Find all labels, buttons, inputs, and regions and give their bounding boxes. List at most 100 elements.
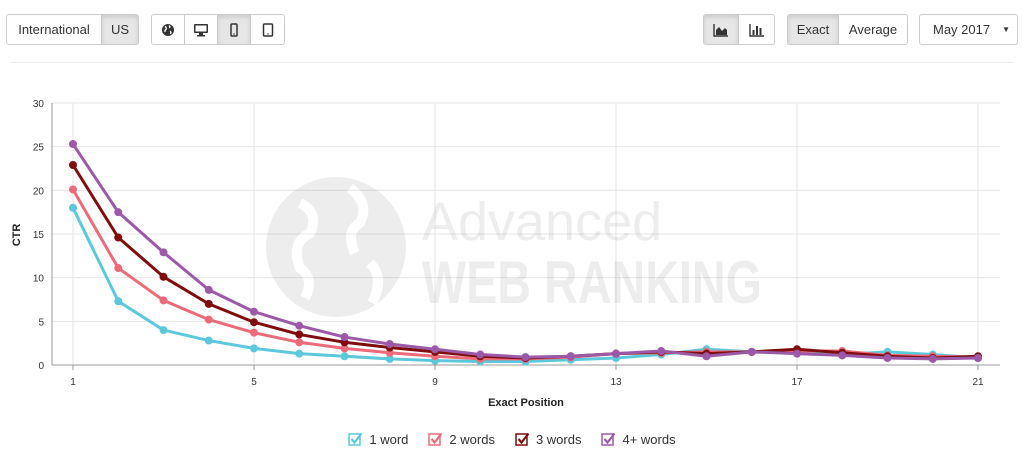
us-button[interactable]: US (102, 15, 138, 44)
data-point[interactable] (114, 208, 123, 217)
legend-item[interactable]: 2 words (428, 432, 495, 447)
data-point[interactable] (385, 340, 394, 349)
data-point[interactable] (340, 352, 349, 361)
mobile-icon (230, 22, 238, 37)
data-point[interactable] (431, 345, 439, 354)
period-select[interactable]: May 2017 ▼ (919, 14, 1018, 45)
data-point[interactable] (566, 352, 575, 361)
data-point[interactable] (612, 349, 620, 358)
y-tick-label: 0 (38, 361, 44, 372)
data-point[interactable] (114, 233, 123, 242)
data-point[interactable] (250, 318, 258, 327)
desktop-icon (194, 23, 208, 36)
data-point[interactable] (385, 354, 394, 363)
data-point[interactable] (657, 347, 666, 356)
data-point[interactable] (69, 161, 77, 170)
data-point[interactable] (702, 352, 711, 361)
data-point[interactable] (340, 344, 349, 353)
y-tick-label: 20 (33, 186, 45, 197)
legend-item[interactable]: 4+ words (601, 432, 676, 447)
data-point[interactable] (340, 333, 349, 342)
legend-label: 2 words (449, 432, 495, 447)
checkbox-checked-icon (348, 432, 363, 446)
data-point[interactable] (476, 350, 485, 359)
y-tick-label: 5 (38, 317, 44, 328)
data-point[interactable] (159, 272, 168, 281)
exact-button[interactable]: Exact (788, 15, 839, 44)
data-point[interactable] (295, 321, 304, 330)
data-point[interactable] (159, 296, 168, 305)
area-chart-button[interactable] (704, 15, 739, 44)
globe-watermark-land (291, 184, 383, 306)
globe-watermark-icon (266, 177, 406, 317)
legend-label: 4+ words (622, 432, 676, 447)
match-toggle: Exact Average (787, 14, 908, 45)
checkbox-checked-icon (515, 432, 530, 446)
y-tick-label: 30 (33, 99, 45, 110)
data-point[interactable] (204, 315, 213, 324)
data-point[interactable] (204, 336, 213, 345)
data-point[interactable] (69, 140, 77, 149)
legend-label: 3 words (535, 432, 582, 447)
series (69, 140, 982, 366)
chart-legend: 1 word 2 words 3 words 4+ words (0, 432, 1024, 447)
area-chart-icon (713, 23, 728, 37)
caret-down-icon: ▼ (1002, 25, 1010, 34)
period-select-value: May 2017 (933, 22, 991, 37)
data-point[interactable] (521, 353, 530, 362)
mobile-button[interactable] (218, 15, 251, 44)
globe-button[interactable] (152, 15, 185, 44)
toolbar: International US Exact Average May 2017 … (0, 0, 1024, 62)
data-point[interactable] (295, 338, 304, 347)
data-point[interactable] (114, 264, 123, 273)
device-toggle (151, 14, 285, 45)
globe-icon (162, 23, 174, 36)
chart-type-toggle (703, 14, 775, 45)
x-axis-label: Exact Position (488, 397, 564, 409)
data-point[interactable] (250, 307, 258, 316)
data-point[interactable] (747, 347, 756, 356)
toolbar-divider (10, 62, 1014, 63)
international-button[interactable]: International (7, 15, 102, 44)
data-point[interactable] (250, 328, 258, 337)
legend-item[interactable]: 3 words (515, 432, 582, 447)
x-tick-label: 17 (791, 377, 803, 388)
watermark: Advanced WEB RANKING (266, 177, 762, 317)
x-tick-label: 1 (70, 377, 76, 388)
data-point[interactable] (159, 248, 168, 257)
data-point[interactable] (928, 354, 937, 363)
x-tick-label: 5 (251, 377, 257, 388)
data-point[interactable] (793, 349, 801, 358)
y-tick-label: 15 (33, 230, 45, 241)
data-point[interactable] (883, 354, 892, 363)
legend-item[interactable]: 1 word (348, 432, 408, 447)
checkbox-checked-icon (601, 432, 616, 446)
tablet-button[interactable] (251, 15, 284, 44)
y-tick-label: 25 (33, 143, 45, 154)
tablet-icon (262, 22, 273, 37)
data-point[interactable] (295, 330, 304, 339)
data-point[interactable] (69, 185, 77, 194)
x-tick-label: 9 (432, 377, 438, 388)
data-point[interactable] (159, 326, 168, 335)
data-point[interactable] (838, 351, 847, 360)
bar-chart-icon (748, 23, 764, 37)
region-toggle: International US (6, 14, 139, 45)
desktop-button[interactable] (185, 15, 218, 44)
checkbox-checked-icon (428, 432, 443, 446)
data-point[interactable] (250, 344, 258, 353)
series-4 (69, 140, 982, 363)
legend-label: 1 word (369, 432, 409, 447)
average-button[interactable]: Average (839, 15, 907, 44)
y-axis-label: CTR (11, 224, 23, 247)
data-point[interactable] (204, 299, 213, 308)
data-point[interactable] (114, 297, 123, 306)
y-tick-label: 10 (33, 274, 45, 285)
data-point[interactable] (204, 285, 213, 294)
bar-chart-button[interactable] (739, 15, 774, 44)
data-point[interactable] (974, 354, 982, 363)
watermark-line2: WEB RANKING (422, 249, 762, 316)
data-point[interactable] (295, 349, 304, 358)
data-point[interactable] (69, 203, 77, 212)
